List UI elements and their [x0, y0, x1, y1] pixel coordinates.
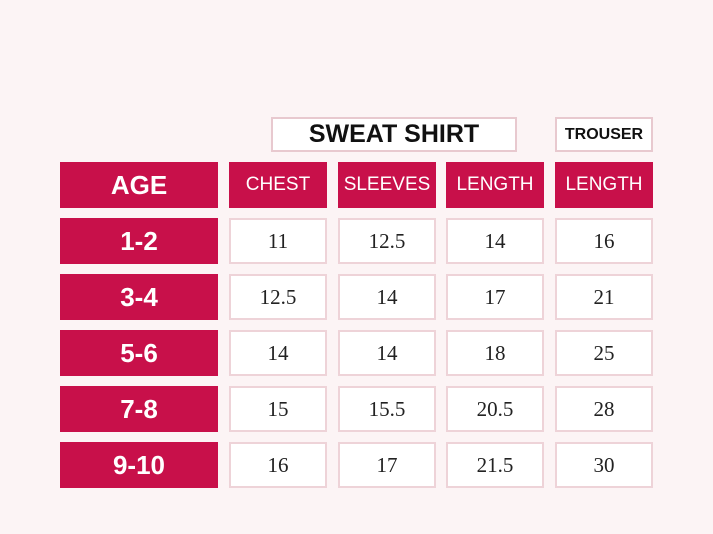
size-cell: 16 [229, 442, 327, 488]
age-cell: 9-10 [60, 442, 218, 488]
size-cell: 11 [229, 218, 327, 264]
size-cell: 18 [446, 330, 544, 376]
group-header: TROUSER [555, 117, 653, 152]
size-cell: 15 [229, 386, 327, 432]
size-cell: 12.5 [338, 218, 436, 264]
column-header: CHEST [229, 162, 327, 208]
group-header: SWEAT SHIRT [271, 117, 517, 152]
age-cell: 3-4 [60, 274, 218, 320]
age-cell: 1-2 [60, 218, 218, 264]
size-cell: 15.5 [338, 386, 436, 432]
size-cell: 14 [446, 218, 544, 264]
column-header: LENGTH [446, 162, 544, 208]
column-header: LENGTH [555, 162, 653, 208]
size-cell: 30 [555, 442, 653, 488]
age-cell: 7-8 [60, 386, 218, 432]
size-cell: 25 [555, 330, 653, 376]
size-cell: 14 [338, 274, 436, 320]
size-cell: 28 [555, 386, 653, 432]
size-cell: 17 [338, 442, 436, 488]
size-cell: 14 [229, 330, 327, 376]
column-header: AGE [60, 162, 218, 208]
size-cell: 21 [555, 274, 653, 320]
column-header: SLEEVES [338, 162, 436, 208]
size-cell: 12.5 [229, 274, 327, 320]
size-cell: 20.5 [446, 386, 544, 432]
size-cell: 16 [555, 218, 653, 264]
size-cell: 14 [338, 330, 436, 376]
size-cell: 21.5 [446, 442, 544, 488]
size-cell: 17 [446, 274, 544, 320]
age-cell: 5-6 [60, 330, 218, 376]
